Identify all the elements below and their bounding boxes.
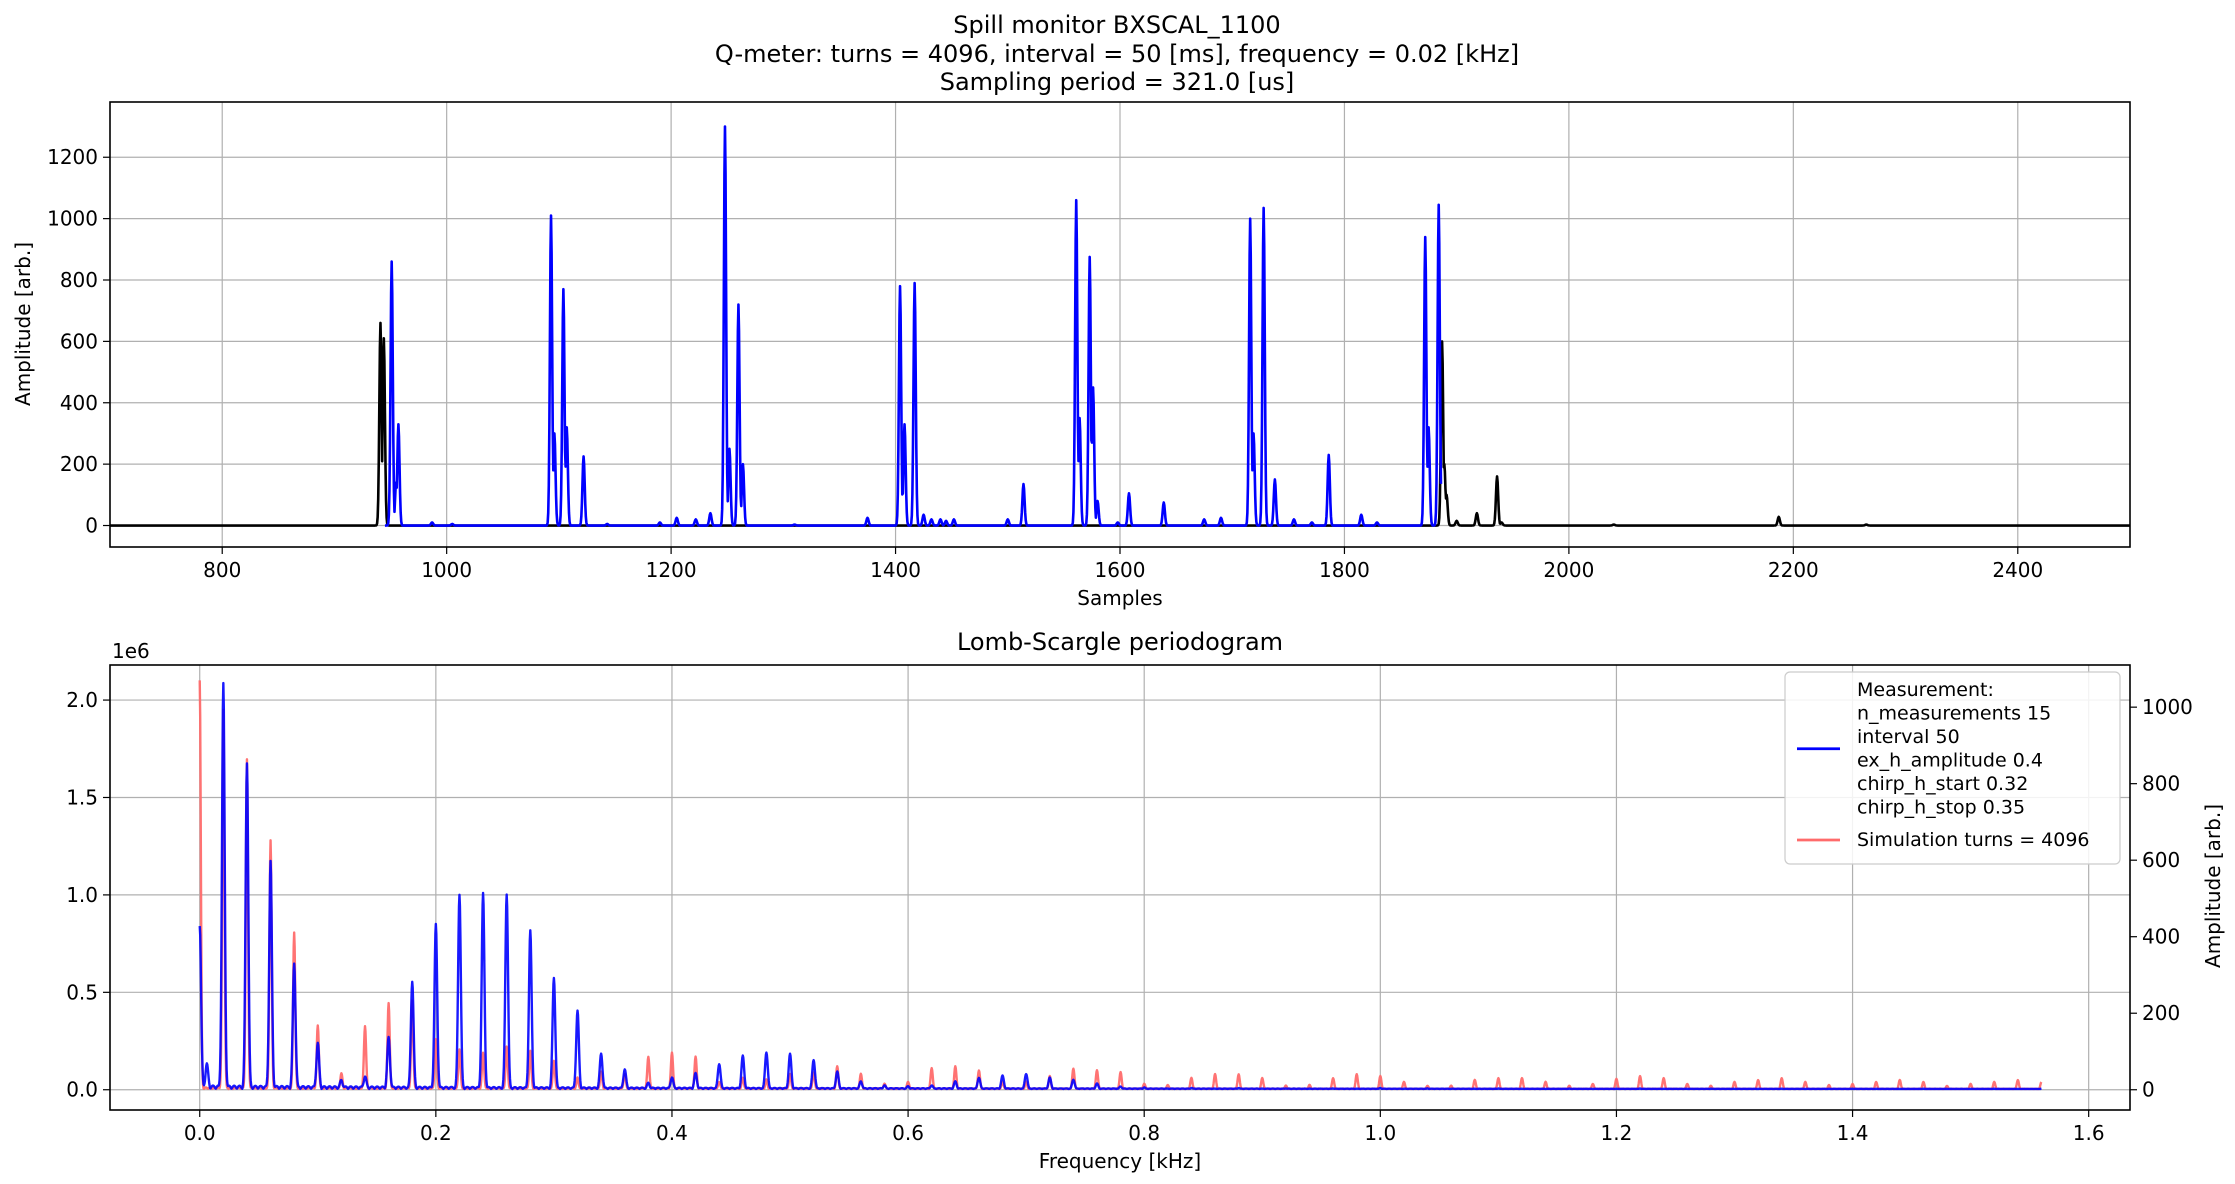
bot-y2tick-label-4: 800	[2142, 772, 2180, 796]
top-ytick-label-3: 600	[60, 329, 98, 353]
periodogram-axes: Lomb-Scargle periodogram 0.0 0.2 0.4 0.6 0.8…	[66, 628, 2225, 1173]
spill-monitor-axes: 800 1000 1200 1400 1600 1800 2000 2200 2400 0 200 4…	[11, 101, 2131, 610]
periodogram-simulation-line	[198, 680, 2043, 1091]
legend-measurement-line-1: n_measurements 15	[1857, 703, 2051, 725]
top-ytick-label-2: 400	[60, 391, 98, 415]
bot-xtick-label-6: 1.2	[1601, 1121, 1633, 1145]
bot-y2tick-label-1: 200	[2142, 1001, 2180, 1025]
periodogram-title: Lomb-Scargle periodogram	[957, 628, 1283, 656]
top-ytick-label-1: 200	[60, 452, 98, 476]
spill-monitor-ylabel: Amplitude [arb.]	[11, 242, 35, 406]
bot-xtick-label-4: 0.8	[1128, 1121, 1160, 1145]
bot-xtick-label-0: 0.0	[184, 1121, 216, 1145]
periodogram-ticks: 0.0 0.2 0.4 0.6 0.8 1.0 1.2 1.4 1.6 0.0 0.5 1.0 1.5 2…	[66, 688, 2193, 1145]
bot-xtick-label-1: 0.2	[420, 1121, 452, 1145]
bot-ytick-label-1: 0.5	[66, 980, 98, 1004]
legend-box	[1784, 671, 2121, 865]
top-ytick-label-4: 800	[60, 268, 98, 292]
legend-measurement-line-3: ex_h_amplitude 0.4	[1857, 750, 2043, 772]
bot-xtick-label-3: 0.6	[892, 1121, 924, 1145]
spill-measurement-line	[384, 125, 1443, 527]
bot-xtick-label-8: 1.6	[2073, 1121, 2105, 1145]
top-ytick-label-5: 1000	[47, 207, 98, 231]
periodogram-plot-area	[198, 680, 2043, 1091]
periodogram-xlabel: Frequency [kHz]	[1039, 1149, 1201, 1173]
spill-monitor-xlabel: Samples	[1077, 586, 1162, 610]
spill-monitor-plot-area	[109, 125, 2131, 527]
bot-xtick-label-5: 1.0	[1364, 1121, 1396, 1145]
legend-measurement-line-0: Measurement:	[1857, 679, 1994, 701]
top-xtick-label-2: 1200	[646, 558, 697, 582]
figure-title-line-2: Q-meter: turns = 4096, interval = 50 [ms…	[715, 40, 1519, 68]
periodogram-frame	[109, 664, 2131, 1111]
top-ytick-label-6: 1200	[47, 145, 98, 169]
bot-ytick-label-2: 1.0	[66, 883, 98, 907]
figure-title: Spill monitor BXSCAL_1100 Q-meter: turns…	[715, 11, 1519, 96]
bot-y2tick-label-3: 600	[2142, 848, 2180, 872]
top-xtick-label-1: 1000	[421, 558, 472, 582]
spill-monitor-ticks: 800 1000 1200 1400 1600 1800 2000 2200 2400 0 200 4…	[47, 145, 2043, 582]
bot-y2tick-label-0: 0	[2142, 1078, 2155, 1102]
bot-xtick-label-2: 0.4	[656, 1121, 688, 1145]
bot-ytick-label-0: 0.0	[66, 1078, 98, 1102]
legend-measurement-line-2: interval 50	[1857, 726, 1960, 748]
bot-ytick-label-4: 2.0	[66, 688, 98, 712]
top-xtick-label-4: 1600	[1095, 558, 1146, 582]
periodogram-measurement-line	[198, 681, 2043, 1091]
periodogram-y-offset-text: 1e6	[112, 639, 150, 663]
top-xtick-label-0: 800	[203, 558, 241, 582]
spill-monitor-grid	[110, 102, 2130, 547]
top-xtick-label-3: 1400	[870, 558, 921, 582]
legend-measurement-line-4: chirp_h_start 0.32	[1857, 773, 2028, 795]
figure-title-line-3: Sampling period = 321.0 [us]	[940, 68, 1295, 96]
bot-xtick-label-7: 1.4	[1837, 1121, 1869, 1145]
legend-measurement-line-5: chirp_h_stop 0.35	[1857, 797, 2025, 819]
bot-y2tick-label-2: 400	[2142, 925, 2180, 949]
top-ytick-label-0: 0	[85, 514, 98, 538]
top-xtick-label-8: 2400	[1992, 558, 2043, 582]
periodogram-y2label: Amplitude [arb.]	[2201, 804, 2225, 968]
legend-simulation-label: Simulation turns = 4096	[1857, 829, 2090, 851]
top-xtick-label-5: 1800	[1319, 558, 1370, 582]
figure-title-line-1: Spill monitor BXSCAL_1100	[953, 11, 1280, 39]
top-xtick-label-6: 2000	[1543, 558, 1594, 582]
top-xtick-label-7: 2200	[1768, 558, 1819, 582]
bot-y2tick-label-5: 1000	[2142, 695, 2193, 719]
bot-ytick-label-3: 1.5	[66, 785, 98, 809]
